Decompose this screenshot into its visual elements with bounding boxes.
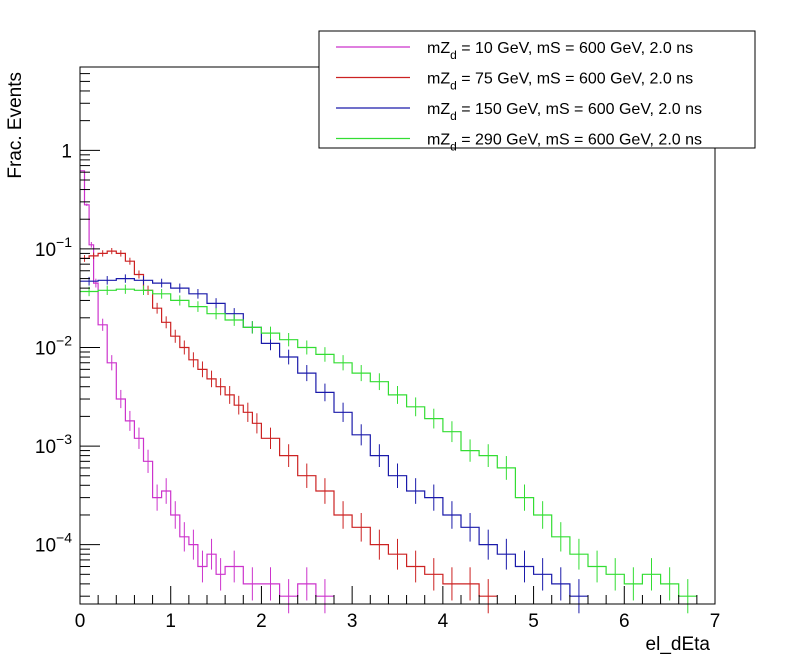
legend-entry: mZd = 290 GeV, mS = 600 GeV, 2.0 ns	[336, 132, 702, 154]
series-line	[80, 250, 498, 597]
legend-label: mZd = 290 GeV, mS = 600 GeV, 2.0 ns	[427, 132, 702, 154]
legend: mZd = 10 GeV, mS = 600 GeV, 2.0 ns mZd = …	[318, 30, 756, 154]
x-tick-label: 3	[347, 611, 358, 632]
x-tick-label: 7	[710, 611, 721, 632]
series-line	[80, 278, 588, 597]
x-tick-label: 4	[438, 611, 449, 632]
series-2	[80, 248, 498, 614]
y-axis-title: Frac. Events	[5, 72, 26, 179]
legend-label: mZd = 75 GeV, mS = 600 GeV, 2.0 ns	[427, 71, 693, 93]
y-tick-label: 10−4	[35, 530, 72, 557]
y-tick-label: 1	[61, 141, 72, 162]
x-tick-label: 5	[528, 611, 539, 632]
legend-label: mZd = 150 GeV, mS = 600 GeV, 2.0 ns	[427, 101, 702, 123]
legend-entry: mZd = 10 GeV, mS = 600 GeV, 2.0 ns	[336, 40, 693, 62]
x-tick-label: 2	[256, 611, 267, 632]
y-tick-label: 10−1	[35, 234, 72, 261]
x-tick-label: 1	[165, 611, 176, 632]
x-tick-label: 0	[75, 611, 86, 632]
y-tick-label: 10−3	[35, 431, 72, 458]
series-line	[80, 170, 334, 597]
x-axis-title: el_dEta	[646, 634, 711, 655]
axis-ticks: 0 1 2 3 4 5 6 7 1 10−1 10−2 10−3 10−4	[35, 66, 721, 632]
series-layer	[80, 170, 697, 614]
legend-entry: mZd = 150 GeV, mS = 600 GeV, 2.0 ns	[336, 101, 702, 123]
series-3	[80, 274, 588, 614]
y-tick-label: 10−2	[35, 332, 72, 359]
series-line	[80, 288, 697, 597]
legend-entry: mZd = 75 GeV, mS = 600 GeV, 2.0 ns	[336, 71, 693, 93]
x-tick-label: 6	[619, 611, 630, 632]
series-1	[80, 170, 334, 614]
legend-box	[318, 30, 756, 149]
series-4	[80, 284, 697, 614]
legend-label: mZd = 10 GeV, mS = 600 GeV, 2.0 ns	[427, 40, 693, 62]
